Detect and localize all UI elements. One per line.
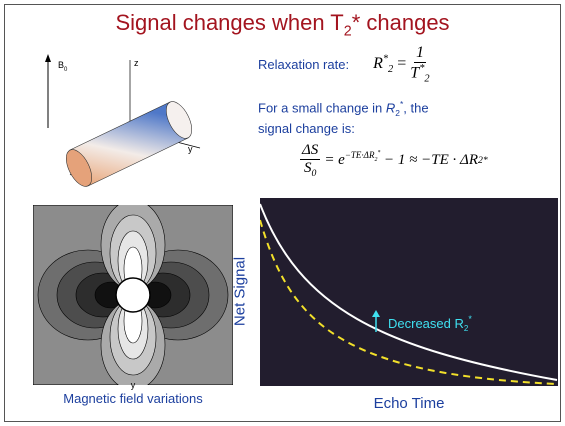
symbol: R bbox=[385, 100, 396, 116]
sup: * bbox=[400, 99, 404, 109]
arrow-head bbox=[372, 310, 380, 317]
field-map bbox=[33, 205, 233, 385]
symbol: R bbox=[373, 54, 383, 72]
b0-label: B0 bbox=[58, 60, 68, 73]
num: 1 bbox=[413, 44, 426, 63]
map-caption: Magnetic field variations bbox=[63, 391, 203, 406]
eq: = bbox=[397, 54, 407, 72]
decreased-curve bbox=[260, 219, 558, 385]
sup: * bbox=[377, 150, 381, 156]
exponent: −TE·ΔR2* bbox=[345, 150, 380, 163]
cylinder-diagram: B0 z y bbox=[45, 54, 201, 187]
exp: −TE·ΔR bbox=[344, 150, 375, 160]
fraction: ΔS S0 bbox=[300, 142, 321, 179]
title-suffix: * changes bbox=[351, 10, 450, 35]
sub: 0 bbox=[311, 168, 317, 179]
slide-title: Signal changes when T2* changes bbox=[0, 10, 565, 39]
sup: * bbox=[382, 53, 389, 65]
title-sub: 2 bbox=[343, 23, 352, 40]
annotation: Decreased R2* bbox=[388, 314, 472, 333]
rest: − 1 ≈ −TE · ΔR bbox=[380, 152, 478, 168]
z-label: z bbox=[134, 58, 139, 68]
sub: 2 bbox=[478, 155, 483, 166]
fraction: 1 T*2 bbox=[410, 44, 429, 85]
signal-plot: Decreased R2* bbox=[260, 198, 558, 386]
y-axis-label: Net Signal bbox=[231, 256, 249, 327]
small-change-text: For a small change in R2*, the signal ch… bbox=[258, 96, 458, 137]
sub: 2 bbox=[395, 107, 400, 118]
map-axis-label: y bbox=[130, 380, 136, 390]
title-text: Signal changes when T bbox=[115, 10, 344, 35]
cylinder-end bbox=[65, 149, 93, 187]
num: ΔS bbox=[300, 142, 321, 160]
den-sym: S bbox=[303, 160, 312, 176]
sup: * bbox=[419, 63, 425, 74]
text: , the signal change is: bbox=[258, 100, 429, 136]
y-label: y bbox=[188, 144, 193, 154]
bright-lobes bbox=[100, 205, 166, 385]
sub: 2 bbox=[388, 64, 394, 76]
den: T*2 bbox=[410, 63, 429, 85]
plot-bg bbox=[260, 198, 558, 386]
sup: * bbox=[482, 155, 488, 166]
relaxation-label: Relaxation rate: bbox=[258, 56, 350, 72]
sub: 2 bbox=[424, 73, 430, 85]
base: = e bbox=[324, 152, 345, 168]
text: For a small change in bbox=[258, 100, 386, 116]
relaxation-row: Relaxation rate: R*2 = 1 T*2 bbox=[258, 44, 430, 85]
vessel bbox=[115, 277, 151, 313]
cylinder-end bbox=[165, 101, 193, 139]
arrow-head bbox=[45, 54, 51, 62]
signal-equation: ΔS S0 = e −TE·ΔR2* − 1 ≈ −TE · ΔR 2 * bbox=[300, 142, 488, 179]
den-sym: T bbox=[410, 64, 420, 82]
signal-curve bbox=[260, 203, 558, 381]
slide-border bbox=[4, 4, 561, 422]
den: S0 bbox=[304, 160, 316, 179]
x-axis-label: Echo Time bbox=[373, 395, 445, 412]
relaxation-formula: R*2 = 1 T*2 bbox=[373, 44, 430, 85]
sub: 2 bbox=[374, 156, 378, 163]
